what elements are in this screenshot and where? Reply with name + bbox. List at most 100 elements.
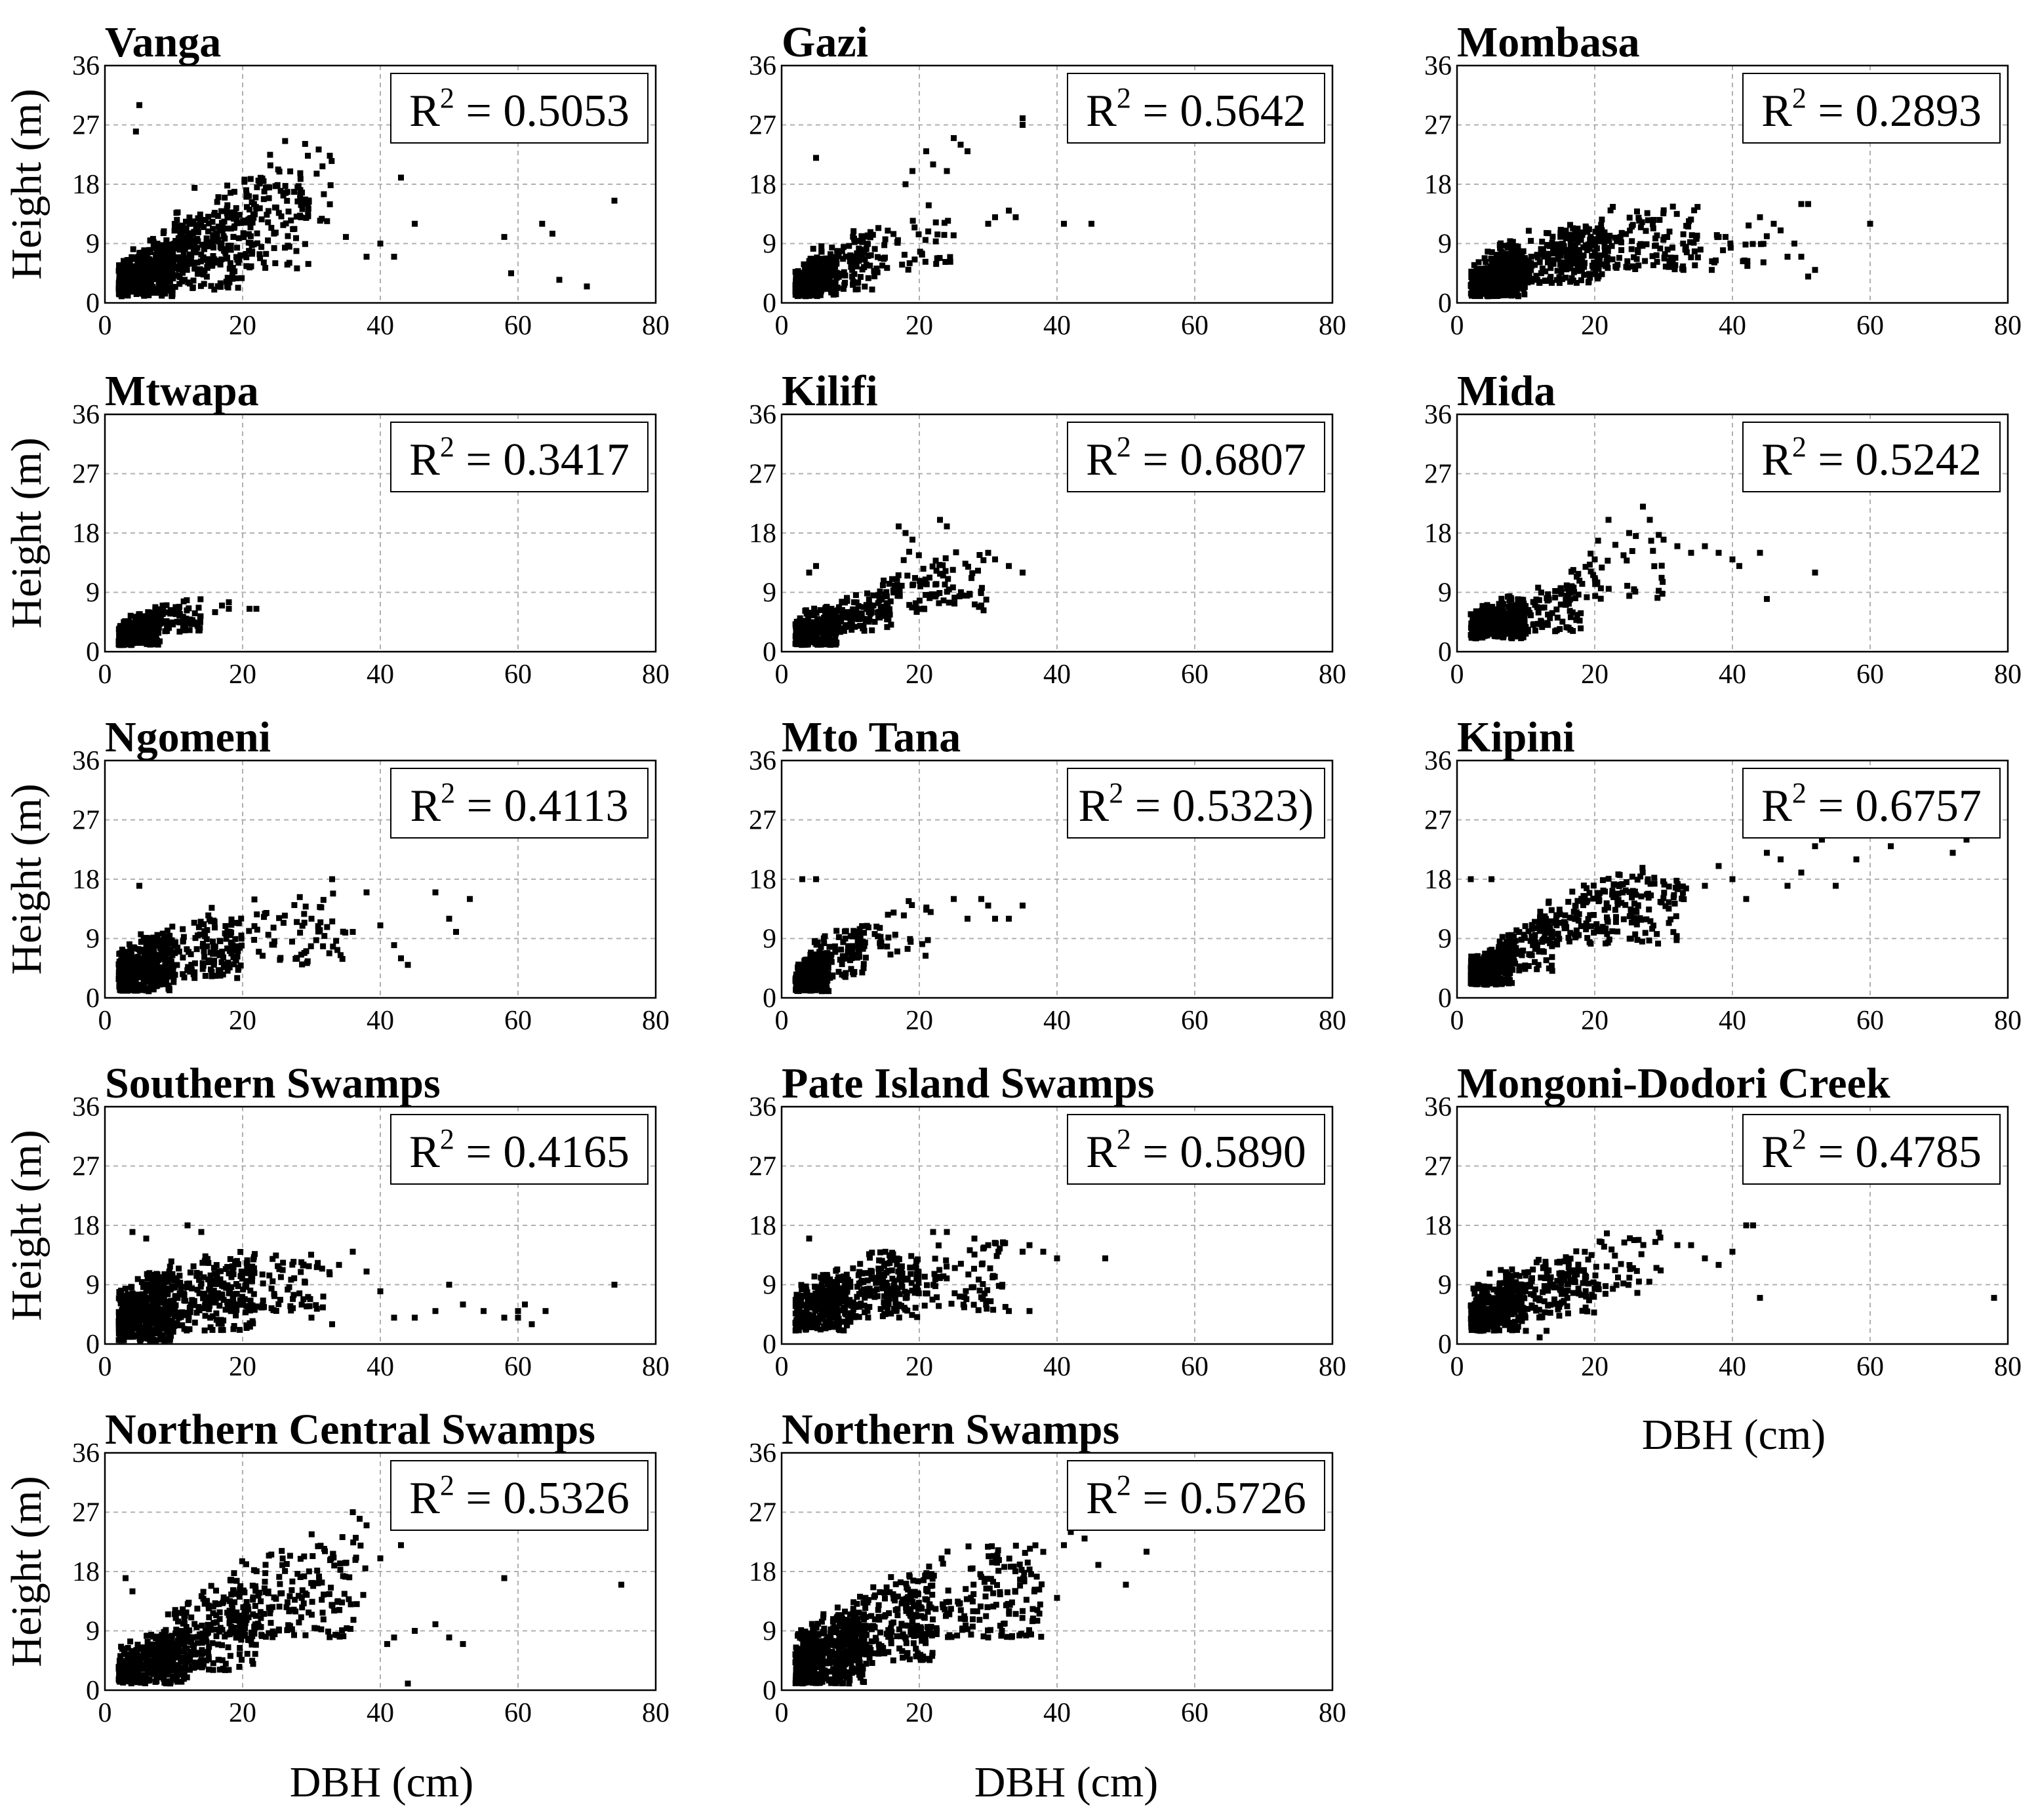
data-point [1643,241,1650,248]
data-point [978,603,984,609]
data-point [224,214,231,220]
data-point [377,241,384,247]
data-point [1650,221,1656,227]
data-point [859,923,866,930]
data-point [235,235,242,241]
data-point [922,237,929,243]
data-point [1784,254,1791,260]
data-point [280,920,287,926]
data-point [1742,241,1749,248]
data-point [148,284,155,290]
x-tick-label: 60 [1856,311,1884,341]
data-point [1579,231,1586,238]
data-point [243,187,249,193]
data-point [167,607,174,614]
data-point [556,277,563,283]
x-tick-label: 60 [504,660,532,690]
data-point [1476,625,1483,631]
data-point [125,949,131,955]
data-point [144,949,150,955]
data-point [816,637,823,643]
data-point [256,251,263,258]
data-point [134,957,140,963]
data-point [144,975,150,981]
data-point [823,270,829,277]
data-point [330,890,336,897]
data-point [1497,245,1503,251]
data-point [1557,252,1564,259]
data-point [909,902,915,908]
data-point [1495,633,1502,640]
data-point [160,230,167,237]
data-point [1484,974,1490,980]
data-point [209,973,215,979]
data-point [1542,268,1549,275]
data-point [250,214,257,221]
data-point [127,962,133,968]
data-point [1506,610,1512,617]
data-point [1502,628,1509,635]
data-point [1591,556,1598,563]
r2-annotation: R2 = 0.3417 [409,431,629,485]
data-point [945,576,951,582]
data-point [969,575,974,582]
data-point [220,954,226,960]
data-point [1507,616,1513,623]
data-point [1608,243,1615,249]
data-point [153,633,159,640]
data-point [808,986,814,993]
data-point [268,225,275,231]
data-point [258,216,265,223]
data-point [191,610,198,616]
data-point [882,236,889,243]
data-point [215,224,222,230]
data-point [891,582,898,589]
data-point [140,618,147,625]
data-point [221,235,228,242]
data-point [1569,609,1576,616]
data-point [1660,579,1666,585]
data-point [1702,543,1708,549]
data-point [1588,550,1594,557]
data-point [902,530,909,536]
data-point [146,247,153,253]
data-point [138,939,144,945]
data-point [951,896,957,902]
data-point [831,624,837,631]
data-point [1489,625,1496,631]
data-point [1497,263,1504,269]
data-point [116,951,123,957]
data-point [432,889,439,896]
data-point [1578,260,1584,267]
data-point [884,623,890,630]
data-point [247,176,254,182]
data-point [136,968,143,974]
data-point [224,968,231,974]
data-point [1760,241,1767,247]
data-point [168,961,174,968]
data-point [1565,252,1571,259]
y-tick-label: 9 [763,229,776,260]
data-point [794,622,801,629]
data-point [795,283,802,289]
data-point [129,642,135,648]
x-tick-label: 80 [1994,660,2022,690]
data-point [1568,584,1575,590]
data-point [125,288,132,294]
data-point [161,954,168,960]
data-point [1498,975,1504,981]
data-point [822,259,828,266]
data-point [1612,542,1618,548]
data-point [180,598,187,604]
data-point [823,628,829,635]
data-point [806,569,812,576]
data-point [851,599,857,606]
data-point [900,912,907,919]
data-point [1546,250,1552,257]
data-point [127,966,133,972]
data-point [1715,233,1722,240]
data-point [842,599,848,606]
r2-box [1067,768,1325,839]
data-point [138,959,144,966]
